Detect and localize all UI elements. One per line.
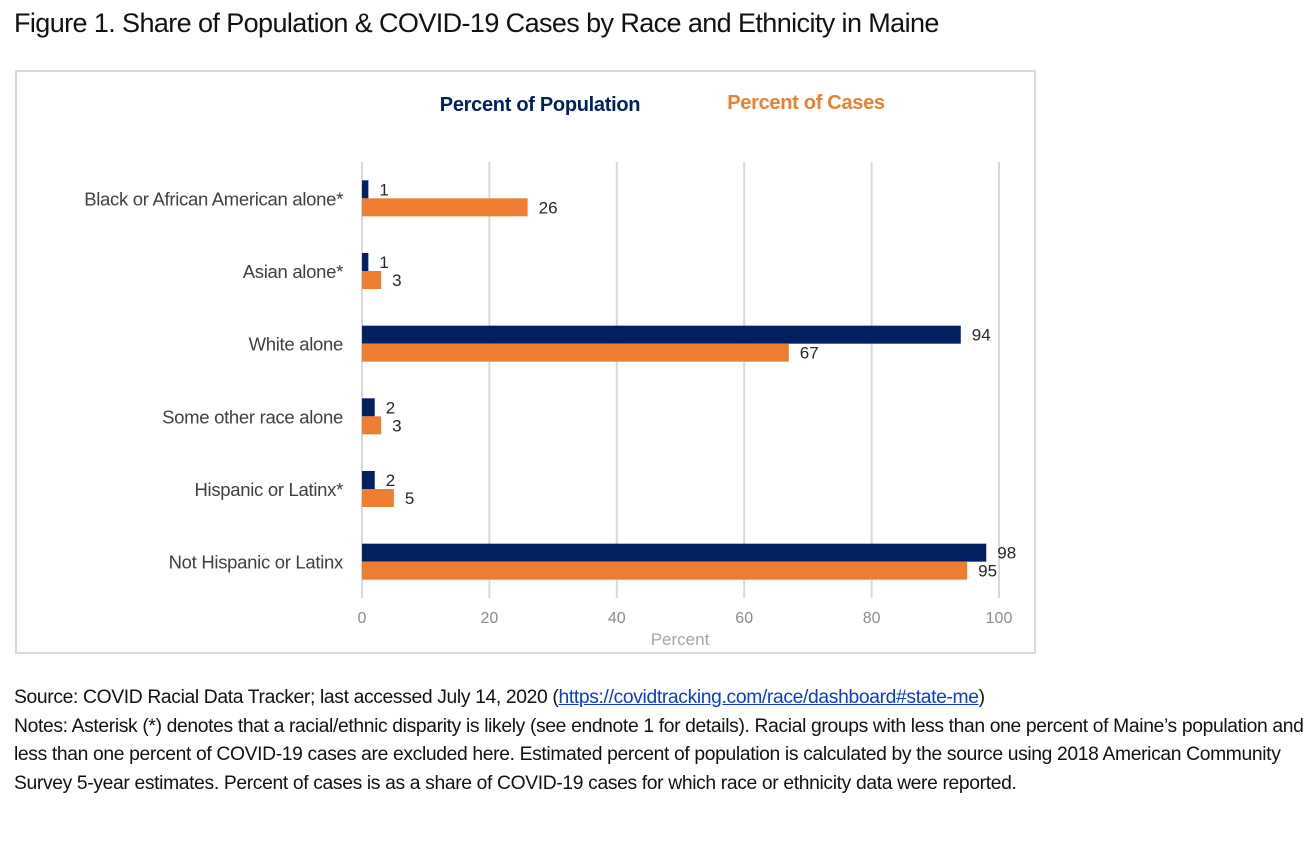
source-line: Source: COVID Racial Data Tracker; last … <box>14 684 1304 713</box>
bar-cases <box>362 343 789 362</box>
x-tick-label: 0 <box>358 610 367 627</box>
bar-cases <box>362 489 394 507</box>
notes-text: Notes: Asterisk (*) denotes that a racia… <box>14 715 1304 794</box>
bar-cases <box>362 271 382 289</box>
data-label: 5 <box>405 489 414 508</box>
bar-cases <box>362 416 382 435</box>
x-tick-label: 60 <box>735 610 753 627</box>
data-label: 98 <box>997 544 1016 563</box>
data-label: 2 <box>386 471 395 490</box>
data-label: 26 <box>539 198 558 217</box>
bar-population <box>362 398 375 417</box>
data-label: 94 <box>972 326 991 345</box>
category-labels: Black or African American alone* Asian al… <box>84 188 344 572</box>
data-label: 3 <box>392 271 401 290</box>
bar-cases <box>362 561 968 580</box>
data-label: 2 <box>386 398 395 417</box>
bar-population <box>362 180 369 199</box>
x-tick-label: 100 <box>986 610 1013 627</box>
data-label: 67 <box>800 344 819 363</box>
figure-notes: Source: COVID Racial Data Tracker; last … <box>14 684 1304 798</box>
bar-cases <box>362 198 528 217</box>
x-tick-label: 20 <box>481 610 499 627</box>
source-link[interactable]: https://covidtracking.com/race/dashboard… <box>558 687 979 708</box>
category-label: Some other race alone <box>162 406 343 427</box>
legend-population: Percent of Population <box>440 94 640 116</box>
bar-population <box>362 325 961 344</box>
gridlines <box>361 162 1000 598</box>
source-text: Source: COVID Racial Data Tracker; last … <box>14 687 559 708</box>
data-label: 1 <box>379 180 388 199</box>
category-label: White alone <box>249 334 343 355</box>
source-suffix: ) <box>978 687 985 708</box>
category-label: Black or African American alone* <box>84 188 343 209</box>
category-label: Hispanic or Latinx* <box>194 479 343 500</box>
bar-population <box>362 471 375 489</box>
bar-population <box>362 253 369 271</box>
x-tick-label: 40 <box>608 610 626 627</box>
category-label: Not Hispanic or Latinx <box>169 552 344 573</box>
x-tick-label: 80 <box>863 610 881 627</box>
data-label: 95 <box>978 562 997 581</box>
x-axis-label: Percent <box>651 630 710 649</box>
data-label: 1 <box>379 253 388 272</box>
figure-title: Figure 1. Share of Population & COVID-19… <box>14 8 939 38</box>
bars <box>362 180 987 580</box>
bar-population <box>362 543 987 562</box>
legend-cases: Percent of Cases <box>727 92 885 114</box>
x-tick-labels: 0 20 40 60 80 100 <box>358 610 1013 627</box>
category-label: Asian alone* <box>243 261 343 282</box>
data-label: 3 <box>392 416 401 435</box>
